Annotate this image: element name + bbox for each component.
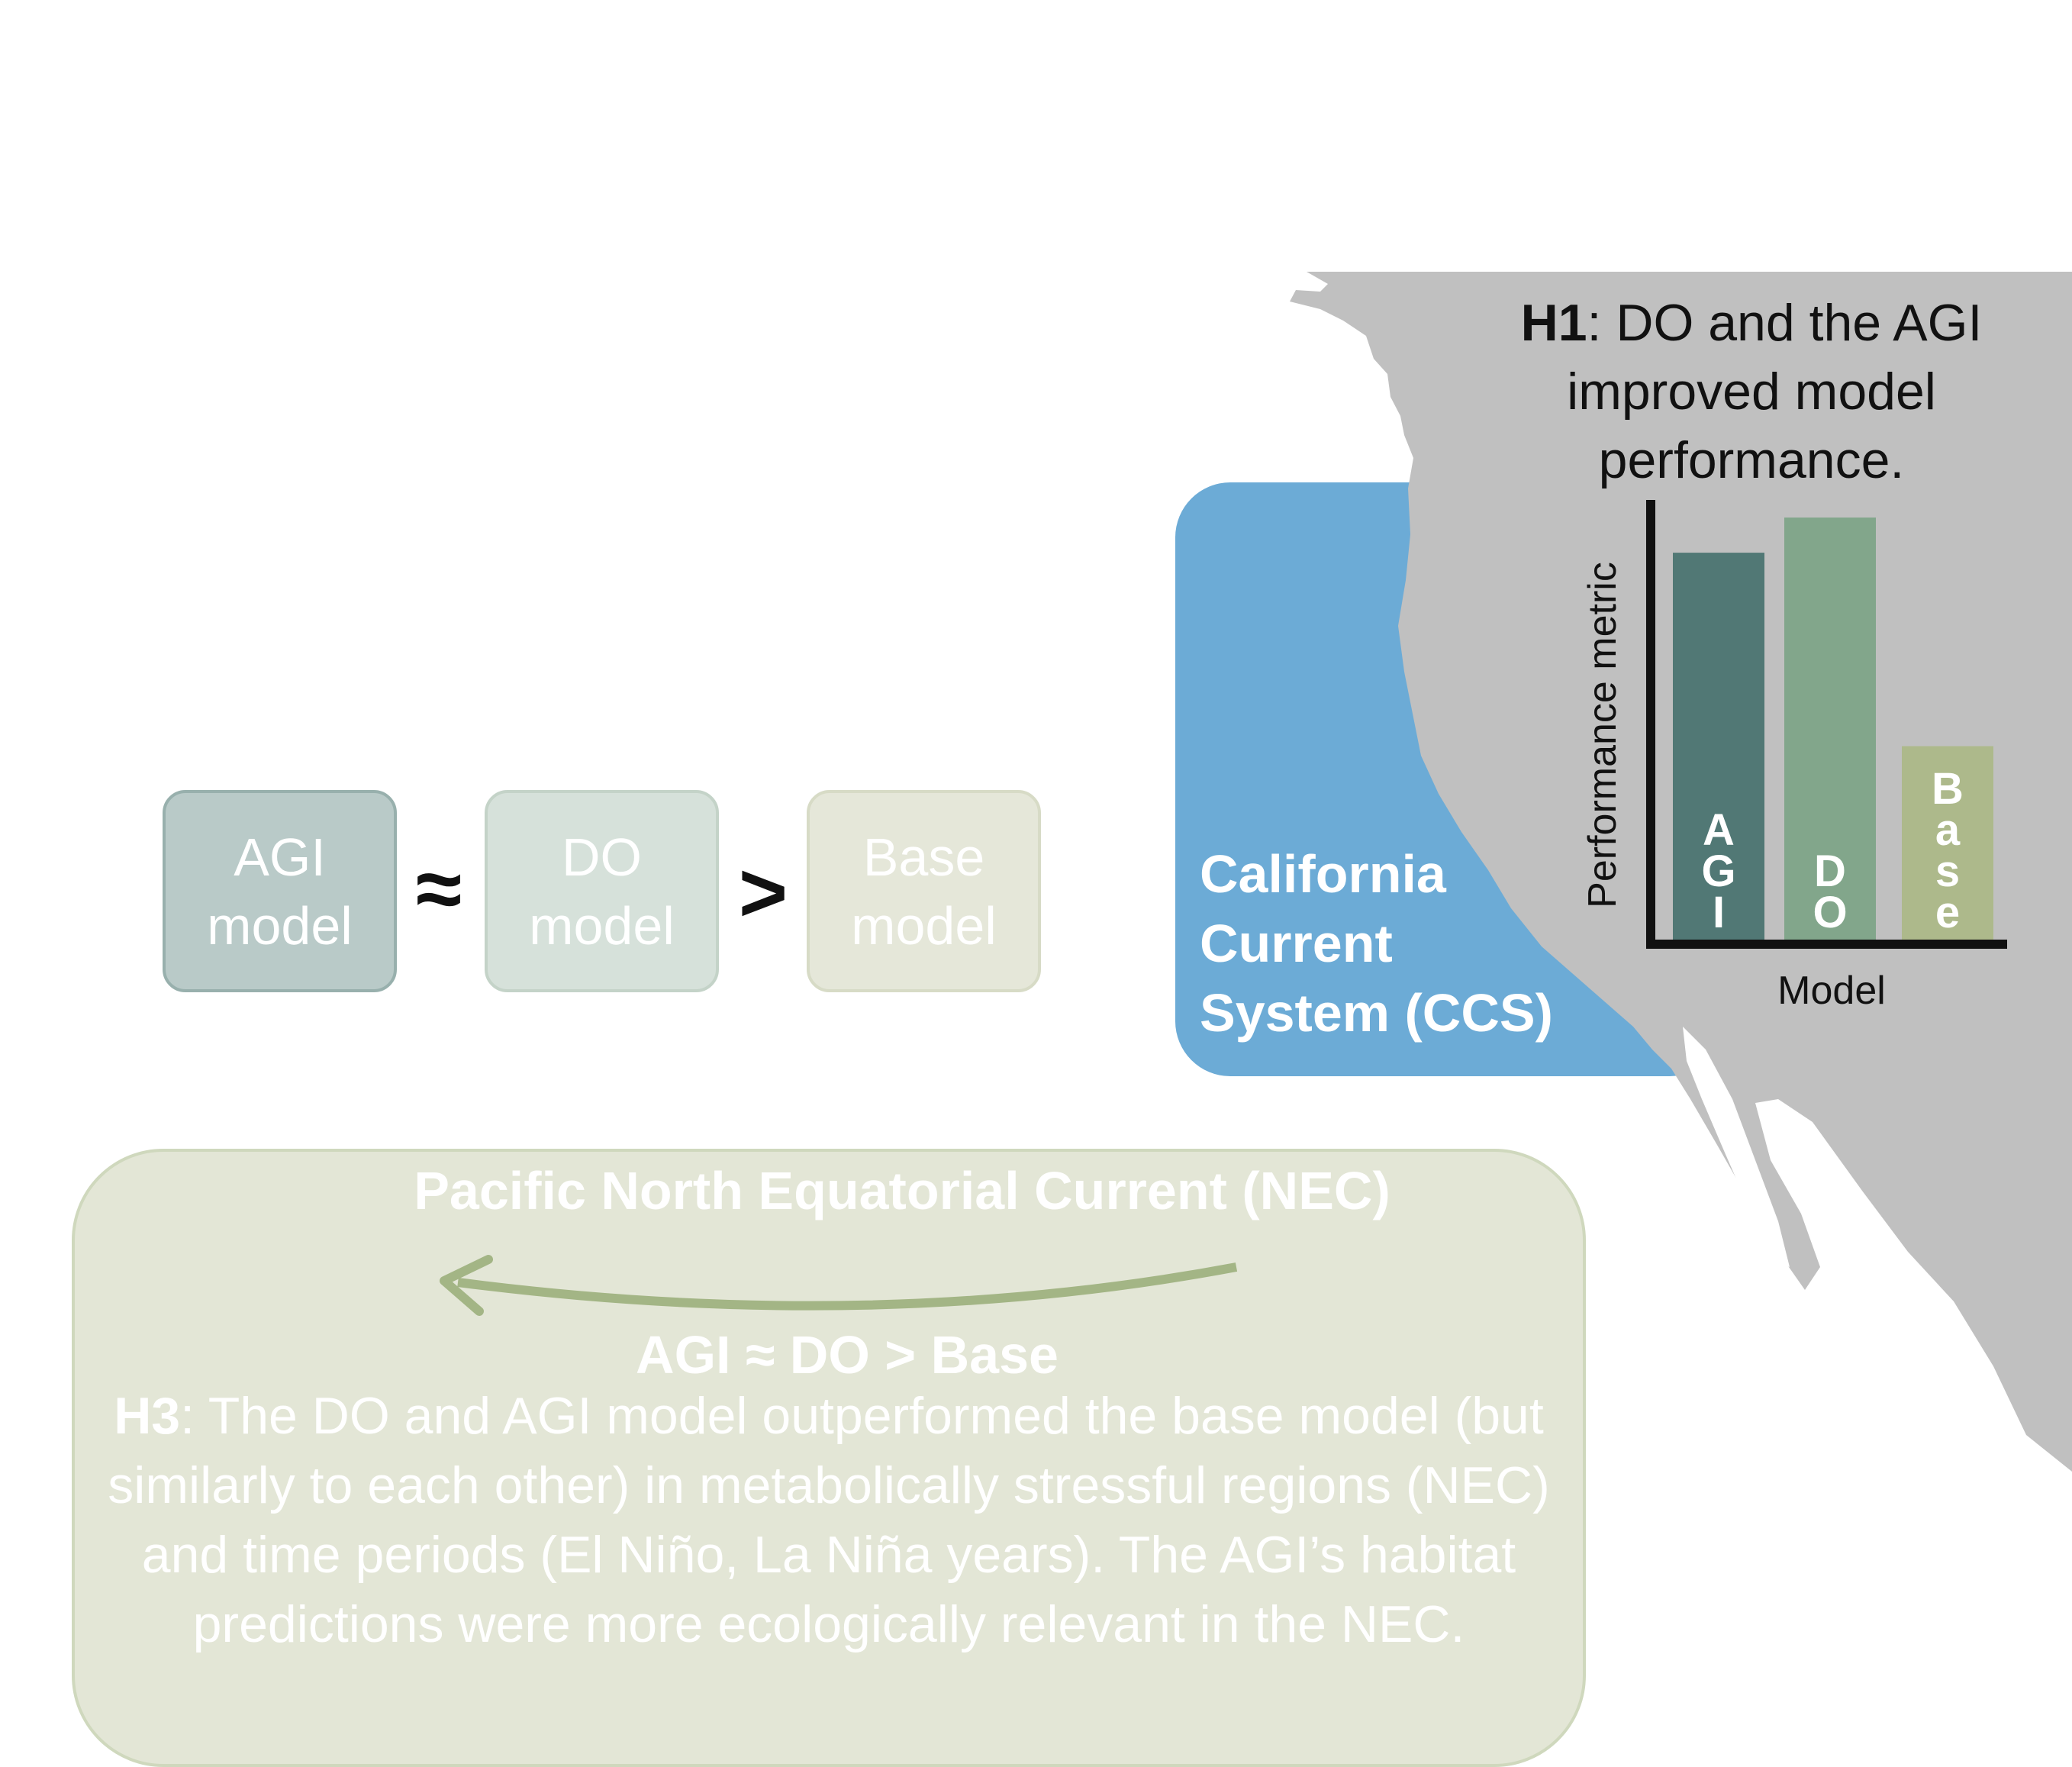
nec-title: Pacific North Equatorial Current (NEC) [414, 1161, 1390, 1220]
greater-symbol: > [738, 846, 788, 940]
bar-base [1902, 746, 1993, 940]
bar-do [1784, 518, 1876, 940]
bar-label-do: D O [1813, 846, 1848, 937]
do-model-box: DO model [485, 790, 719, 992]
h1-hypothesis: H1: DO and the AGI improved model perfor… [1454, 289, 2049, 495]
bar-label-agi: A G I [1701, 805, 1736, 937]
x-axis-label: Model [1777, 969, 1886, 1013]
approx-symbol: ≈ [415, 842, 462, 936]
h1-tag: H1 [1520, 294, 1587, 352]
h3-tag: H3 [114, 1387, 181, 1445]
nec-arrow-head [440, 1255, 493, 1316]
do-model-label: DO model [529, 827, 675, 956]
nec-arrow [457, 1262, 1238, 1311]
island [1288, 321, 1374, 389]
ccs-label: California Current System (CCS) [1200, 844, 1553, 1043]
bar-agi [1673, 553, 1764, 940]
base-model-box: Base model [807, 790, 1041, 992]
bar-label-base: B a s e [1932, 764, 1964, 937]
agi-model-label: AGI model [207, 827, 353, 956]
base-model-label: Base model [851, 827, 997, 956]
h3-hypothesis: H3: The DO and AGI model outperformed th… [72, 1382, 1586, 1659]
h3-text: : The DO and AGI model outperformed the … [108, 1387, 1550, 1653]
nec-equation: AGI ≈ DO > Base [636, 1325, 1059, 1385]
agi-model-box: AGI model [163, 790, 397, 992]
gulf-of-california [1683, 1027, 1790, 1267]
h1-text: : DO and the AGI improved model performa… [1567, 294, 1983, 489]
